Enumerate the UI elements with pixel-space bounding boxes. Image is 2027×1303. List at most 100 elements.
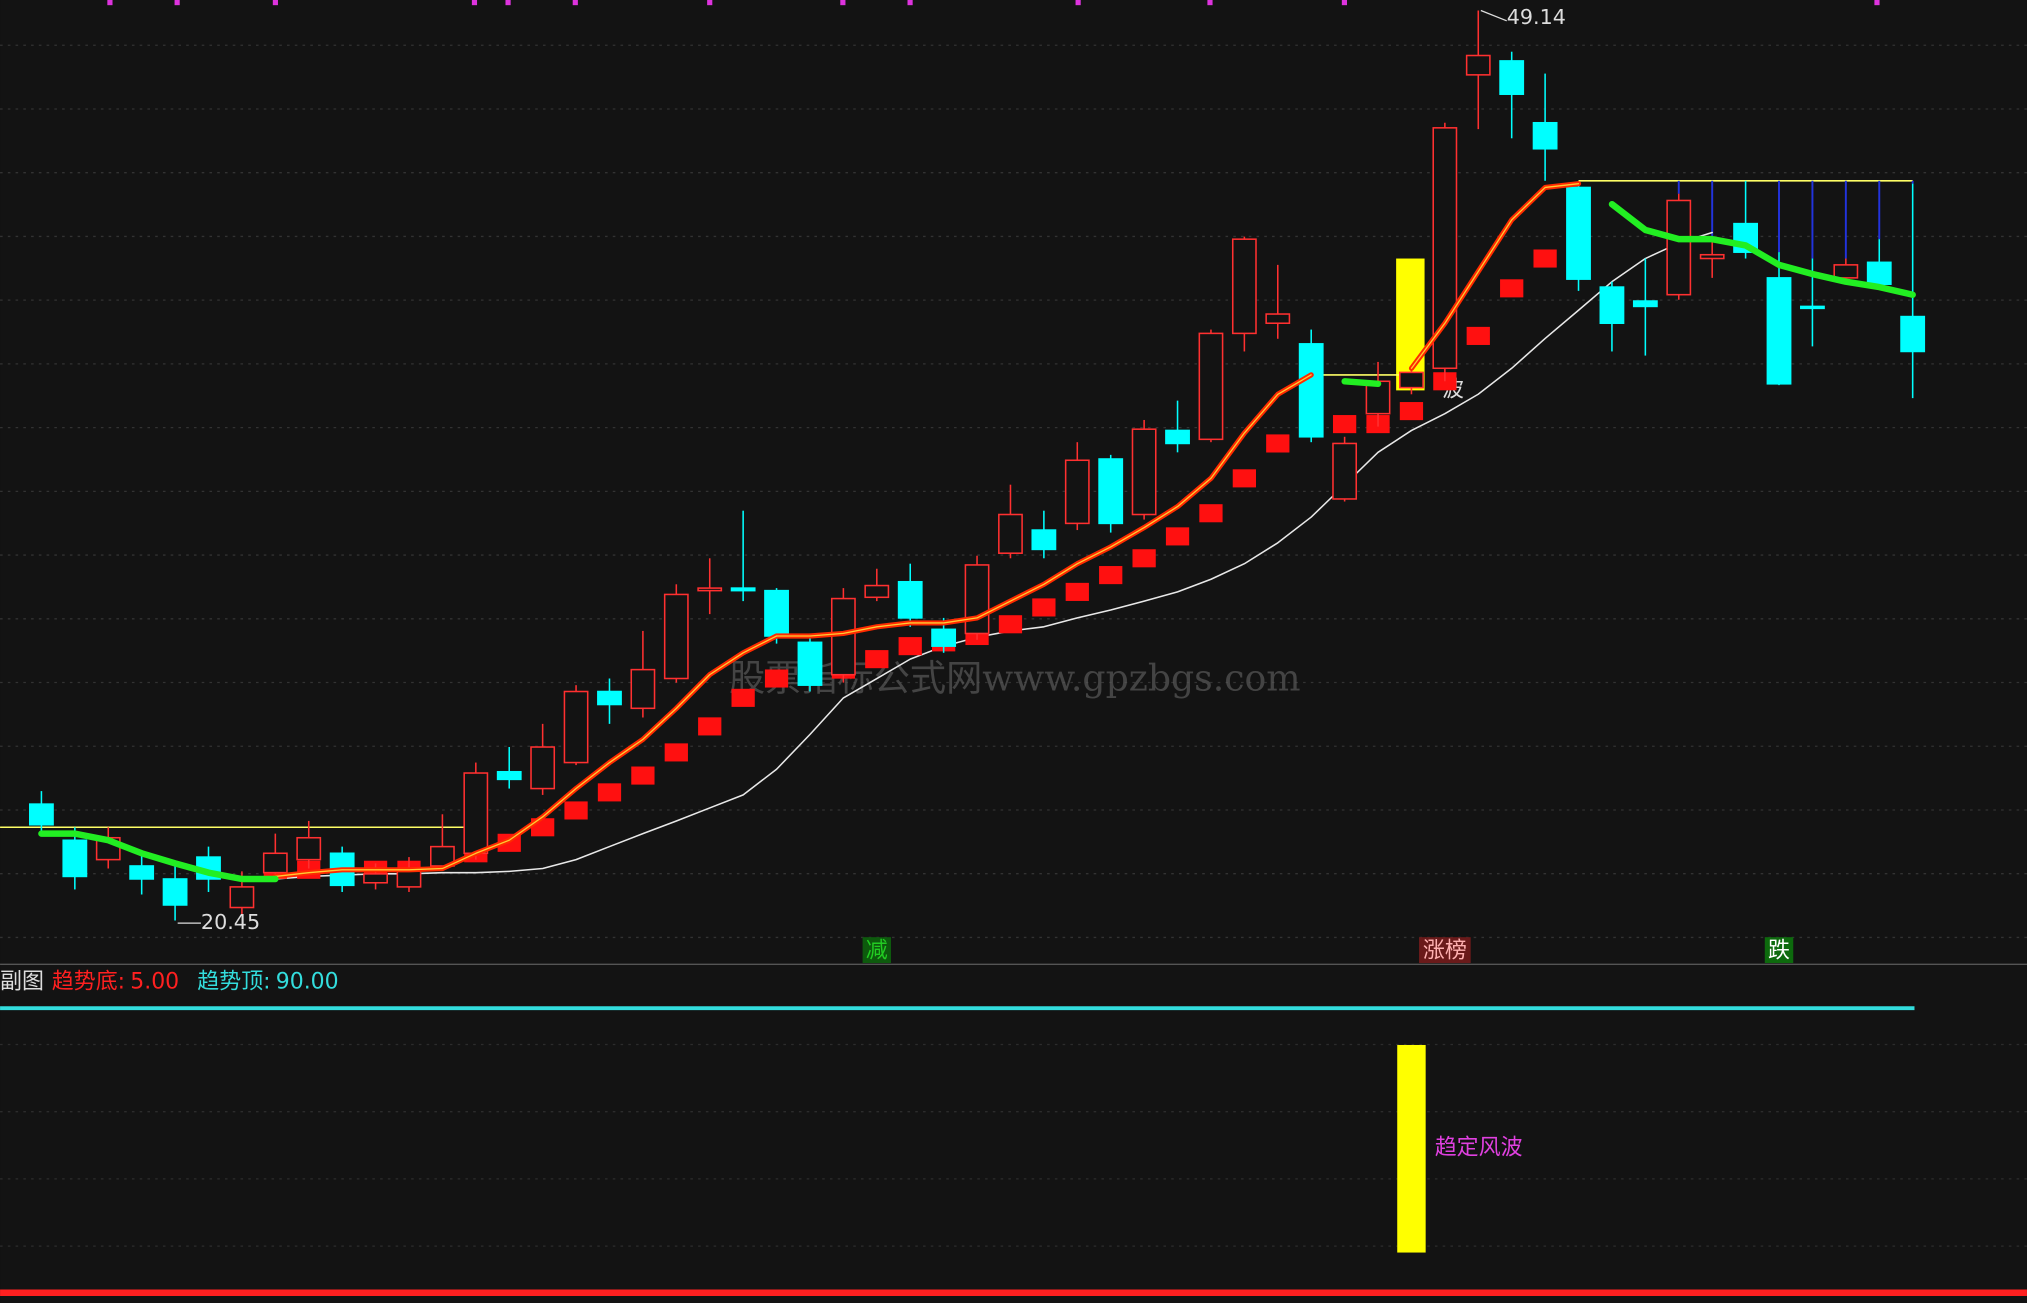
candle-body bbox=[1298, 343, 1324, 438]
candle-body bbox=[62, 839, 88, 878]
signal-block bbox=[1232, 469, 1257, 488]
sub-title: 副图 bbox=[0, 969, 44, 994]
signal-block bbox=[1399, 402, 1424, 421]
candle-body bbox=[1165, 429, 1190, 445]
low-label: 20.45 bbox=[201, 910, 260, 934]
legend-value: 90.00 bbox=[276, 969, 339, 994]
signal-box bbox=[862, 937, 892, 964]
candle-body bbox=[1800, 305, 1825, 310]
signal-block bbox=[1500, 279, 1524, 298]
signal-block bbox=[1266, 434, 1290, 453]
candle-body bbox=[1031, 529, 1057, 551]
candle-body bbox=[1666, 199, 1692, 296]
sub-bar bbox=[1397, 1044, 1426, 1253]
candle-body bbox=[1198, 332, 1224, 441]
indicator-line bbox=[38, 201, 1916, 883]
candle-body bbox=[797, 641, 823, 686]
signal-block bbox=[631, 766, 655, 785]
signal-block bbox=[597, 783, 622, 802]
candle-body bbox=[530, 746, 556, 790]
candle-body bbox=[563, 690, 589, 764]
candle-body bbox=[697, 587, 723, 592]
top-dot bbox=[840, 0, 846, 6]
signal-label: 涨榜 bbox=[1423, 938, 1467, 963]
signal-block bbox=[865, 650, 889, 669]
signal-block bbox=[1065, 582, 1089, 601]
candle-body bbox=[1866, 261, 1892, 285]
candle-body bbox=[864, 584, 890, 599]
signal-block bbox=[1466, 326, 1490, 345]
candle-body bbox=[296, 836, 322, 861]
candle-body bbox=[1532, 121, 1558, 150]
signal-block bbox=[764, 669, 789, 688]
top-dot bbox=[572, 0, 578, 6]
signal-block bbox=[564, 801, 588, 820]
top-dot bbox=[1207, 0, 1213, 6]
candle-body bbox=[1566, 186, 1591, 280]
candle-body bbox=[1699, 253, 1725, 260]
legend-value: 5.00 bbox=[130, 969, 179, 994]
candle-body bbox=[1465, 54, 1491, 76]
candle-body bbox=[998, 513, 1023, 554]
top-dot bbox=[1874, 0, 1880, 6]
sub-bar-label: 趋定风波 bbox=[1435, 1136, 1523, 1161]
signal-block bbox=[1332, 415, 1357, 434]
candle-body bbox=[1833, 264, 1859, 279]
signal-block bbox=[1132, 549, 1156, 568]
top-dot bbox=[707, 0, 713, 6]
arrow bbox=[1480, 9, 1507, 22]
top-dot bbox=[907, 0, 913, 6]
candle-body bbox=[597, 690, 622, 706]
candle-body bbox=[129, 865, 155, 880]
signal-block bbox=[1032, 598, 1056, 617]
top-dot bbox=[1341, 0, 1348, 6]
legend-name: 趋势顶: bbox=[197, 969, 270, 994]
signal-block bbox=[898, 637, 922, 656]
top-dot bbox=[471, 0, 478, 6]
candle-body bbox=[1499, 60, 1525, 95]
candle-body bbox=[764, 589, 789, 637]
candle-body bbox=[1098, 458, 1124, 525]
signal-block bbox=[731, 688, 755, 707]
candle-body bbox=[496, 770, 522, 781]
top-dot bbox=[505, 0, 511, 6]
candle-body bbox=[262, 852, 288, 874]
candle-body bbox=[1599, 286, 1625, 325]
signal-label: 跌 bbox=[1768, 938, 1790, 963]
top-dot bbox=[272, 0, 278, 6]
high-label: 49.14 bbox=[1507, 5, 1566, 29]
candle-body bbox=[363, 873, 388, 884]
legend-name: 趋势底: bbox=[52, 969, 125, 994]
signal-block bbox=[1199, 504, 1223, 523]
top-dot bbox=[107, 0, 113, 6]
watermark: 股票指标公式网www.gpzbgs.com bbox=[729, 657, 1301, 700]
signal-block bbox=[1165, 527, 1190, 546]
candle-body bbox=[1432, 127, 1458, 370]
signal-box bbox=[1419, 937, 1471, 964]
top-dot bbox=[1075, 0, 1081, 6]
candle-body bbox=[1064, 459, 1090, 525]
candle-body bbox=[1265, 313, 1291, 325]
signal-box bbox=[1764, 937, 1794, 964]
candle-body bbox=[463, 772, 489, 855]
candle-body bbox=[1399, 371, 1424, 389]
signal-block bbox=[998, 615, 1023, 634]
highlight-band bbox=[1396, 258, 1425, 391]
candle-body bbox=[830, 597, 856, 676]
candle-body bbox=[1900, 315, 1926, 353]
indicator-line bbox=[274, 183, 1580, 878]
candle-body bbox=[897, 580, 923, 619]
candle-body bbox=[162, 878, 188, 906]
candle-body bbox=[1231, 238, 1257, 335]
signal-block bbox=[1533, 249, 1557, 268]
candle-body bbox=[1632, 300, 1658, 308]
signal-label: 减 bbox=[866, 938, 888, 963]
candle-body bbox=[630, 668, 656, 710]
candle-body bbox=[29, 803, 54, 826]
candle-body bbox=[931, 628, 957, 647]
candle-body bbox=[229, 886, 255, 909]
signal-block bbox=[1099, 566, 1123, 585]
candle-body bbox=[663, 593, 689, 680]
